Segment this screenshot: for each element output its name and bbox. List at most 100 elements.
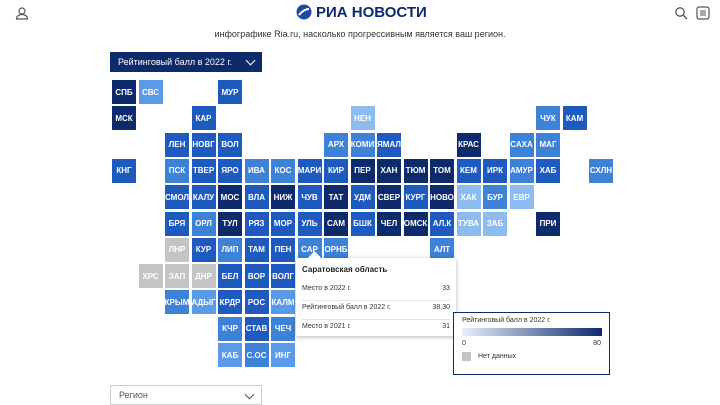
region-tile[interactable]: ПРИ [536, 211, 560, 236]
region-tile[interactable]: ЗАП [165, 264, 189, 289]
region-tile[interactable]: НЕН [350, 106, 375, 131]
region-tile[interactable]: КЧР [218, 316, 242, 341]
region-tile[interactable]: КИР [324, 158, 348, 183]
region-tile[interactable]: ОРНБ [324, 237, 348, 262]
region-tile[interactable]: АЛТ [430, 237, 454, 262]
region-tile[interactable]: КУРГ [403, 185, 428, 210]
region-tile[interactable]: НОВО [430, 185, 454, 210]
region-tile[interactable]: РЯЗ [244, 211, 269, 236]
region-tile[interactable]: КУР [191, 237, 216, 262]
region-tile[interactable]: КОМИ [350, 132, 375, 157]
region-tile[interactable]: ЧЕЛ [377, 211, 401, 236]
region-tile[interactable]: ЗАБ [483, 211, 507, 236]
region-tile[interactable]: КРАС [456, 132, 481, 157]
region-tile[interactable]: КОС [271, 158, 295, 183]
region-tile[interactable]: ЯМАЛ [377, 132, 401, 157]
region-tile[interactable]: С.ОС [244, 343, 269, 367]
region-tile[interactable]: ВЛА [244, 185, 269, 210]
intro-text: инфографике Ria.ru, насколько прогрессив… [214, 29, 506, 39]
logo[interactable]: РИА НОВОСТИ [316, 4, 427, 21]
region-tile[interactable]: СПБ [112, 80, 136, 104]
region-tile[interactable]: ПЕР [350, 158, 375, 183]
region-tile[interactable]: САМ [324, 211, 348, 236]
region-tile[interactable]: ТУЛ [218, 211, 242, 236]
tooltip-label: Место в 2022 г. [302, 285, 352, 292]
region-tile[interactable]: НИЖ [271, 185, 295, 210]
region-tile[interactable]: ИВА [244, 158, 269, 183]
region-tile[interactable]: ЯРО [218, 158, 242, 183]
region-tile[interactable]: САХА [509, 132, 534, 157]
region-tile[interactable]: КАМ [562, 106, 587, 131]
region-tile[interactable]: КАР [191, 106, 216, 131]
region-tile[interactable]: АЛ.К [430, 211, 454, 236]
region-tile[interactable]: ЧУК [536, 106, 560, 131]
region-tile[interactable]: ЧУВ [297, 185, 322, 210]
region-tile[interactable]: МОР [271, 211, 295, 236]
region-tile[interactable]: ТВЕР [191, 158, 216, 183]
region-tile[interactable]: КАБ [218, 343, 242, 367]
region-tile[interactable]: КАЛУ [191, 185, 216, 210]
region-tile[interactable]: БЕЛ [218, 264, 242, 289]
region-tile[interactable]: ИНГ [271, 343, 295, 367]
region-tile[interactable]: ЛНР [165, 237, 189, 262]
region-tile[interactable]: ВОЛГ [271, 264, 295, 289]
region-tile[interactable]: ЧЕЧ [271, 316, 295, 341]
region-tile[interactable]: ЛЕН [165, 132, 189, 157]
region-tile[interactable]: РОС [244, 290, 269, 315]
region-tile[interactable]: АМУР [509, 158, 534, 183]
region-tile[interactable]: АРХ [324, 132, 348, 157]
region-tile[interactable]: СТАВ [244, 316, 269, 341]
region-tile[interactable]: ТЮМ [403, 158, 428, 183]
region-tile[interactable]: КРЫМ [165, 290, 189, 315]
search-icon[interactable] [674, 6, 688, 20]
region-tile[interactable]: ТОМ [430, 158, 454, 183]
region-tile[interactable]: СВЕР [377, 185, 401, 210]
metric-select[interactable]: Рейтинговый балл в 2022 г. [110, 52, 262, 72]
region-tile[interactable]: МУР [218, 80, 242, 104]
region-tile[interactable]: АДЫГ [191, 290, 216, 315]
region-tile[interactable]: ХАБ [536, 158, 560, 183]
legend-min: 0 [462, 340, 466, 347]
menu-icon[interactable] [696, 6, 710, 20]
region-tile[interactable]: БУР [483, 185, 507, 210]
region-tile[interactable]: ИРК [483, 158, 507, 183]
region-tile[interactable]: МАРИ [297, 158, 322, 183]
region-tile[interactable]: МСК [112, 106, 136, 131]
region-tile[interactable]: ЕВР [509, 185, 534, 210]
region-tile[interactable]: ВОР [244, 264, 269, 289]
region-tile[interactable]: НОВГ [191, 132, 216, 157]
region-tile[interactable]: ХРС [138, 264, 163, 289]
region-tile[interactable]: ХАК [456, 185, 481, 210]
region-tile[interactable]: ТАТ [324, 185, 348, 210]
region-tile[interactable]: МОС [218, 185, 242, 210]
region-tile[interactable]: ОРЛ [191, 211, 216, 236]
region-tile[interactable]: ТАМ [244, 237, 269, 262]
region-tile[interactable]: ПЕН [271, 237, 295, 262]
region-tile[interactable]: КРДР [218, 290, 242, 315]
region-select[interactable]: Регион [110, 385, 262, 405]
legend-max: 80 [593, 340, 601, 347]
region-tile[interactable]: СВС [138, 80, 163, 104]
region-tile[interactable]: ХАН [377, 158, 401, 183]
region-tile[interactable]: УЛЬ [297, 211, 322, 236]
region-tile[interactable]: СХЛН [589, 158, 613, 183]
tooltip-title: Саратовская область [302, 265, 388, 274]
region-tile[interactable]: КАЛМ [271, 290, 295, 315]
tooltip-row: Место в 2021 г. 31 [302, 319, 450, 330]
region-tile[interactable]: ДНР [191, 264, 216, 289]
logo-icon [296, 4, 312, 20]
user-icon[interactable] [15, 6, 29, 20]
tooltip-row: Рейтинговый балл в 2022 г. 38,30 [302, 300, 450, 311]
region-tile[interactable]: БРЯ [165, 211, 189, 236]
region-tile[interactable]: СМОЛ [165, 185, 189, 210]
region-tile[interactable]: МАГ [536, 132, 560, 157]
region-tile[interactable]: ЛИП [218, 237, 242, 262]
region-tile[interactable]: ТУВА [456, 211, 481, 236]
region-tile[interactable]: УДМ [350, 185, 375, 210]
region-tile[interactable]: ОМСК [403, 211, 428, 236]
region-tile[interactable]: КНГ [112, 158, 136, 183]
region-tile[interactable]: ПСК [165, 158, 189, 183]
region-tile[interactable]: КЕМ [456, 158, 481, 183]
region-tile[interactable]: БШК [350, 211, 375, 236]
region-tile[interactable]: ВОЛ [218, 132, 242, 157]
